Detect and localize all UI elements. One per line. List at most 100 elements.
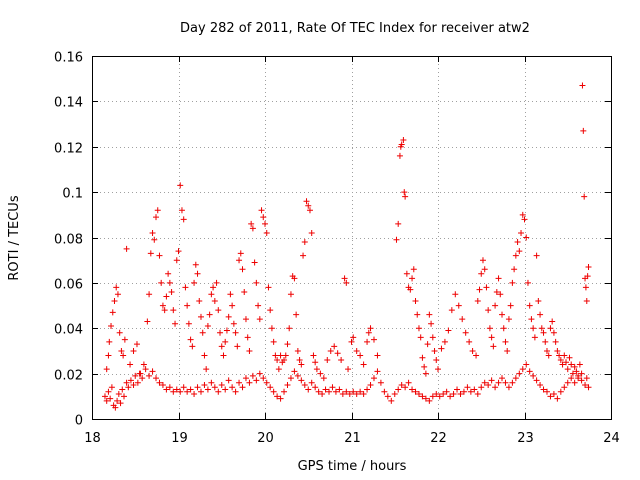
- data-point: [154, 207, 161, 214]
- data-point: [584, 273, 591, 280]
- data-point: [103, 366, 110, 373]
- data-point: [189, 343, 196, 350]
- data-point: [109, 309, 116, 316]
- data-point: [499, 375, 506, 382]
- data-point: [199, 329, 206, 336]
- data-point: [249, 372, 256, 379]
- data-point: [315, 388, 322, 395]
- data-point: [312, 359, 319, 366]
- data-point: [308, 229, 315, 236]
- data-point: [106, 338, 113, 345]
- data-point: [144, 318, 151, 325]
- data-point: [286, 325, 293, 332]
- data-point: [274, 357, 281, 364]
- data-point: [317, 370, 324, 377]
- data-point: [329, 384, 336, 391]
- data-point: [455, 302, 462, 309]
- data-point: [563, 359, 570, 366]
- data-point: [580, 127, 587, 134]
- data-point: [473, 352, 480, 359]
- data-point: [488, 334, 495, 341]
- data-point: [203, 366, 210, 373]
- data-point: [277, 395, 284, 402]
- data-point: [410, 266, 417, 273]
- data-point: [545, 352, 552, 359]
- data-point: [294, 347, 301, 354]
- data-point: [381, 388, 388, 395]
- data-point: [566, 354, 573, 361]
- data-point: [543, 347, 550, 354]
- data-point: [211, 298, 218, 305]
- data-point: [184, 388, 191, 395]
- data-point: [395, 220, 402, 227]
- data-point: [326, 388, 333, 395]
- data-point: [170, 307, 177, 314]
- data-point: [360, 391, 367, 398]
- data-point: [263, 229, 270, 236]
- data-point: [127, 377, 134, 384]
- data-point: [431, 347, 438, 354]
- data-point: [192, 261, 199, 268]
- data-point: [479, 257, 486, 264]
- data-point: [466, 338, 473, 345]
- data-point: [291, 275, 298, 282]
- y-tick-label: 0.14: [54, 96, 83, 111]
- data-point: [180, 384, 187, 391]
- data-point: [237, 250, 244, 257]
- data-point: [159, 302, 166, 309]
- data-point: [582, 381, 589, 388]
- data-point: [301, 381, 308, 388]
- data-point: [388, 397, 395, 404]
- data-point: [499, 311, 506, 318]
- data-point: [108, 322, 115, 329]
- data-point: [523, 361, 530, 368]
- data-point: [173, 257, 180, 264]
- data-point: [180, 216, 187, 223]
- data-point: [483, 284, 490, 291]
- data-point: [249, 225, 256, 232]
- data-point: [500, 325, 507, 332]
- data-point: [120, 352, 127, 359]
- data-point: [156, 252, 163, 259]
- data-point: [185, 320, 192, 327]
- data-point: [127, 361, 134, 368]
- data-point: [218, 381, 225, 388]
- data-point: [467, 388, 474, 395]
- data-point: [559, 361, 566, 368]
- data-point: [419, 354, 426, 361]
- data-point: [161, 307, 168, 314]
- data-point: [275, 366, 282, 373]
- data-point: [533, 377, 540, 384]
- data-point: [312, 384, 319, 391]
- data-point: [282, 352, 289, 359]
- data-point: [348, 338, 355, 345]
- x-axis: 18 19 20 21 22 23 24: [84, 56, 620, 446]
- data-point: [281, 357, 288, 364]
- data-point: [353, 391, 360, 398]
- data-point: [549, 318, 556, 325]
- data-point: [217, 329, 224, 336]
- data-point: [241, 288, 248, 295]
- data-point: [448, 307, 455, 314]
- data-point: [322, 386, 329, 393]
- data-point: [433, 391, 440, 398]
- data-point: [400, 136, 407, 143]
- data-point: [153, 375, 160, 382]
- data-point: [414, 311, 421, 318]
- data-point: [485, 307, 492, 314]
- data-point: [229, 302, 236, 309]
- x-tick-label: 20: [257, 431, 274, 446]
- data-point: [105, 352, 112, 359]
- data-point: [478, 270, 485, 277]
- data-point: [393, 236, 400, 243]
- data-point: [568, 361, 575, 368]
- data-point: [163, 386, 170, 393]
- data-point: [327, 347, 334, 354]
- data-point: [412, 388, 419, 395]
- data-point: [377, 379, 384, 386]
- data-point: [172, 320, 179, 327]
- x-tick-label: 19: [171, 431, 188, 446]
- data-point: [114, 291, 121, 298]
- data-point: [436, 393, 443, 400]
- data-point: [170, 388, 177, 395]
